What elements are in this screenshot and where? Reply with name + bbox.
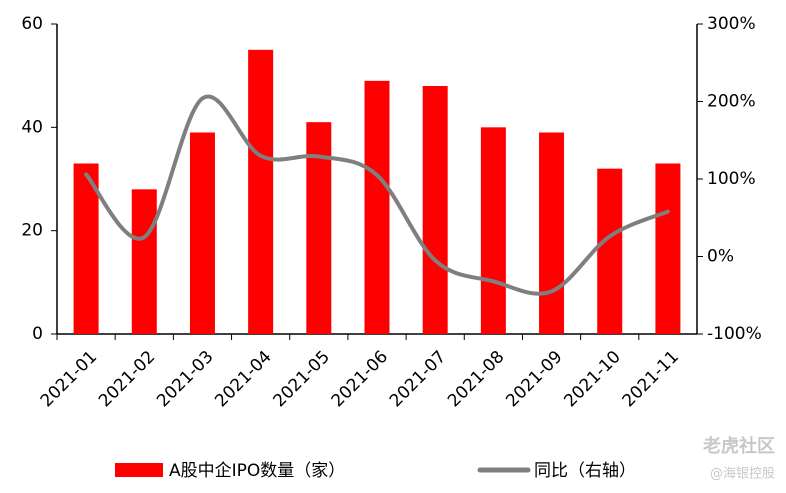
bar: [539, 132, 565, 334]
x-tick-label: 2021-11: [619, 347, 683, 411]
bar: [131, 189, 157, 334]
bar: [73, 163, 99, 334]
line: [84, 94, 670, 296]
x-tick-label: 2021-10: [560, 347, 624, 411]
bar: [655, 163, 681, 334]
x-tick-label: 2021-03: [153, 347, 217, 411]
x-tick-label: 2021-08: [444, 347, 508, 411]
bar: [189, 132, 215, 334]
y2-tick-label: -100%: [707, 324, 762, 344]
watermark: 老虎社区: [703, 435, 775, 457]
legend-swatch: [115, 463, 163, 477]
y-tick-label: 60: [21, 14, 43, 34]
y-tick-label: 40: [21, 117, 43, 137]
bar: [480, 127, 506, 334]
bar: [597, 168, 623, 334]
legend-label: 同比（右轴）: [534, 461, 636, 481]
y2-tick-label: 0%: [707, 247, 734, 267]
x-tick-label: 2021-02: [95, 347, 159, 411]
y2-tick-label: 100%: [707, 169, 756, 189]
y2-tick-label: 300%: [707, 14, 756, 34]
x-tick-label: 2021-09: [502, 347, 566, 411]
bar: [248, 49, 274, 334]
watermark: @海银控股: [710, 467, 775, 482]
y2-tick-label: 200%: [707, 92, 756, 112]
legend-label: A股中企IPO数量（家）: [169, 461, 345, 481]
y-tick-label: 0: [32, 324, 43, 344]
bar: [306, 122, 332, 335]
x-tick-label: 2021-01: [37, 347, 101, 411]
y-tick-label: 20: [21, 221, 43, 241]
bar: [422, 86, 448, 334]
x-tick-label: 2021-04: [211, 347, 275, 411]
bar: [364, 80, 390, 334]
x-tick-label: 2021-05: [270, 347, 334, 411]
x-tick-label: 2021-07: [386, 347, 450, 411]
x-tick-label: 2021-06: [328, 347, 392, 411]
